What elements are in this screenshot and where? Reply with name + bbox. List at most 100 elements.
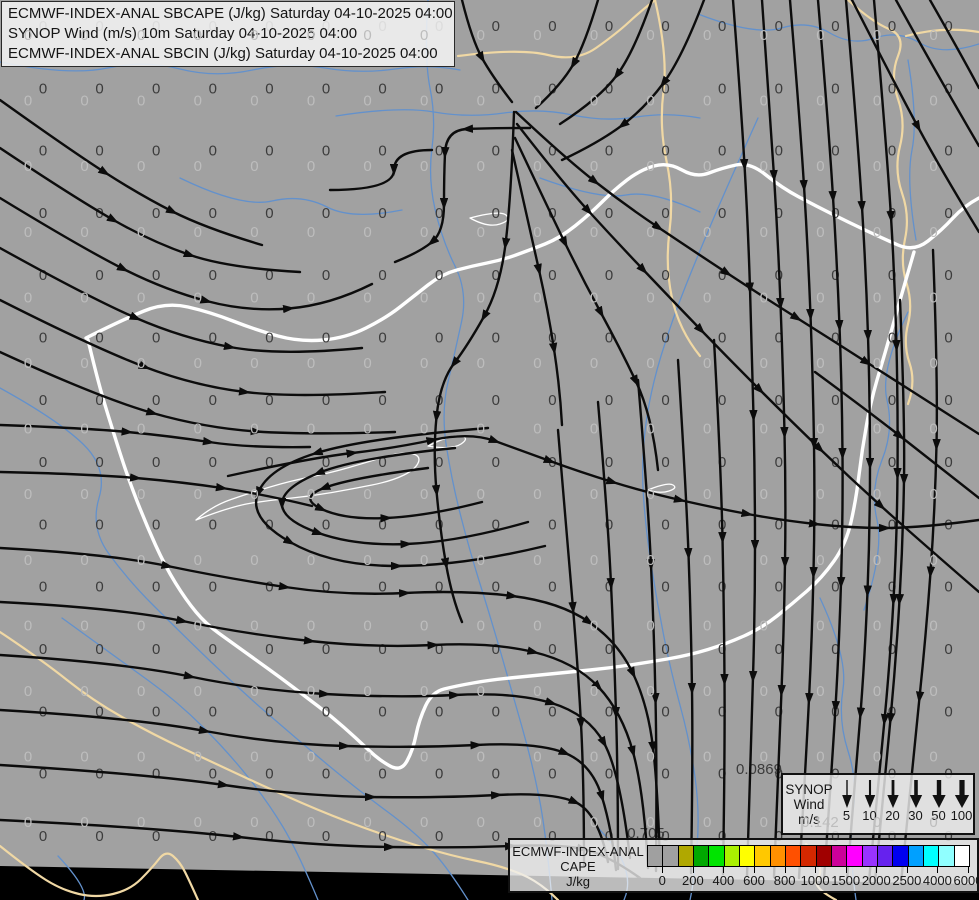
wind-streamline xyxy=(393,124,532,264)
wind-legend-subtitle: Wind xyxy=(793,796,825,812)
gridpoint-label: 0 xyxy=(605,18,613,35)
wind-speed-column: 30 xyxy=(904,777,927,833)
gridpoint-label: 0 xyxy=(322,267,330,284)
gridpoint-label: 0 xyxy=(944,330,952,347)
cape-color-swatch xyxy=(831,846,848,866)
cape-tick xyxy=(815,866,817,873)
wind-speed-column: 10 xyxy=(858,777,881,833)
gridpoint-label: 0 xyxy=(39,766,47,783)
river-line xyxy=(57,855,86,900)
gridpoint-label: 0 xyxy=(831,828,839,845)
cape-color-swatch xyxy=(801,846,817,866)
gridpoint-label: 0 xyxy=(775,80,783,97)
gridpoint-label: 0 xyxy=(718,330,726,347)
gridpoint-label: 0 xyxy=(95,828,103,845)
gridpoint-label: 0 xyxy=(661,516,669,533)
gridpoint-label: 0 xyxy=(548,516,556,533)
cape-tick-label: 4000 xyxy=(922,873,952,888)
gridpoint-label: 0 xyxy=(39,80,47,97)
gridpoint-label: 0 xyxy=(492,828,500,845)
gridpoint-label: 0 xyxy=(888,454,896,471)
gridpoint-label: 0 xyxy=(944,267,952,284)
gridpoint-label: 0 xyxy=(888,18,896,35)
gridpoint-label: 0 xyxy=(944,641,952,658)
cape-tick-label: 600 xyxy=(743,873,765,888)
cape-tick xyxy=(662,866,664,873)
gridpoint-label: 0 xyxy=(944,828,952,845)
gridpoint-label: 0 xyxy=(775,828,783,845)
cape-legend-model: ECMWF-INDEX-ANAL xyxy=(512,844,644,859)
gridpoint-label: 0 xyxy=(265,766,273,783)
cape-tick-label: 1000 xyxy=(800,873,830,888)
gridpoint-label: 0 xyxy=(435,143,443,160)
cape-tick xyxy=(723,866,725,873)
gridpoint-label: 0 xyxy=(661,641,669,658)
gridpoint-label: 0 xyxy=(775,143,783,160)
gridpoint-label: 0 xyxy=(435,703,443,720)
gridpoint-label: 0 xyxy=(605,205,613,222)
wind-streamline xyxy=(760,0,790,879)
gridpoint-label: 0 xyxy=(152,766,160,783)
gridpoint-label: 0 xyxy=(378,205,386,222)
cape-color-swatch xyxy=(816,846,832,866)
cape-color-swatch xyxy=(678,846,694,866)
gridpoint-label: 0 xyxy=(548,80,556,97)
wind-streamline xyxy=(560,0,706,162)
gridpoint-label: 0 xyxy=(152,579,160,596)
wind-speed-column: 5 xyxy=(835,777,858,833)
river-line xyxy=(697,13,979,51)
wind-streamline xyxy=(0,196,374,314)
gridpoint-label: 0 xyxy=(95,454,103,471)
wind-streamline xyxy=(513,136,660,472)
gridpoint-label: 0 xyxy=(831,579,839,596)
cape-legend-text: ECMWF-INDEX-ANAL CAPE J/kg xyxy=(512,844,644,889)
gridpoint-label: 0 xyxy=(152,454,160,471)
gridpoint-label: 0 xyxy=(209,516,217,533)
gridpoint-label: 0 xyxy=(661,703,669,720)
cape-legend-box: ECMWF-INDEX-ANAL CAPE J/kg 0 200 400 600 800… xyxy=(508,838,979,893)
cape-color-swatch xyxy=(770,846,786,866)
wind-streamline xyxy=(0,298,387,397)
gridpoint-label: 0 xyxy=(548,579,556,596)
gridpoint-label: 0 xyxy=(435,80,443,97)
country-border-line xyxy=(456,0,657,59)
gridpoint-label: 0 xyxy=(322,703,330,720)
gridpoint-label: 0 xyxy=(39,330,47,347)
gridpoint-label: 0 xyxy=(209,205,217,222)
wind-legend-title: SYNOP xyxy=(785,781,833,797)
value-label: 0.0869 xyxy=(736,761,782,778)
gridpoint-label: 0 xyxy=(775,703,783,720)
gridpoint-label: 0 xyxy=(492,766,500,783)
wind-streamline xyxy=(844,0,875,882)
wind-streamline xyxy=(813,370,979,500)
gridpoint-label: 0 xyxy=(944,703,952,720)
river-line xyxy=(907,59,917,241)
gridpoint-label: 0 xyxy=(944,454,952,471)
gridpoint-label: 0 xyxy=(888,330,896,347)
gridpoint-label: 0 xyxy=(435,454,443,471)
gridpoint-label: 0 xyxy=(661,828,669,845)
gridpoint-label: 0 xyxy=(265,205,273,222)
wind-legend-arrows: 5 10 20 30 50 100 xyxy=(835,775,973,833)
gridpoint-label: 0 xyxy=(39,641,47,658)
gridpoint-label: 0 xyxy=(718,392,726,409)
wind-speed-label: 10 xyxy=(862,808,877,823)
gridpoint-label: 0 xyxy=(718,766,726,783)
gridpoint-label: 0 xyxy=(492,205,500,222)
gridpoint-label: 0 xyxy=(605,828,613,845)
gridpoint-label: 0 xyxy=(492,18,500,35)
wind-speed-label: 5 xyxy=(842,808,851,823)
cape-colorbar xyxy=(647,845,970,867)
wind-streamline xyxy=(816,0,847,881)
gridpoint-label: 0 xyxy=(95,579,103,596)
cape-tick-label: 2500 xyxy=(892,873,922,888)
gridpoint-label: 0 xyxy=(378,766,386,783)
gridpoint-label: 0 xyxy=(661,579,669,596)
wind-streamline xyxy=(873,298,909,884)
cape-tick xyxy=(784,866,786,873)
gridpoint-label: 0 xyxy=(548,766,556,783)
gridpoint-label: 0 xyxy=(209,392,217,409)
wind-streamline xyxy=(0,350,397,436)
cape-color-swatch xyxy=(663,846,679,866)
